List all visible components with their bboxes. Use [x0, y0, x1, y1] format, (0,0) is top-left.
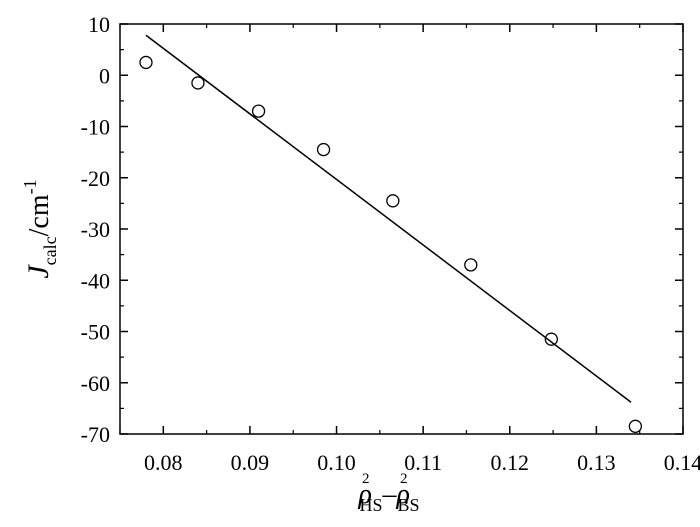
- x-label-rho-1: ρ: [358, 479, 372, 510]
- y-tick-label: 10: [88, 12, 110, 37]
- fit-line: [145, 34, 632, 403]
- fit-line-group: [145, 34, 632, 403]
- x-tick-label: 0.11: [404, 450, 442, 475]
- y-tick-label: -70: [81, 422, 110, 447]
- y-label-superscript: -1: [20, 179, 40, 194]
- y-tick-label: -40: [81, 268, 110, 293]
- data-point: [316, 142, 331, 157]
- data-point: [191, 76, 205, 90]
- y-tick-label: -10: [81, 115, 110, 140]
- x-label-sub-1: HS: [359, 495, 382, 515]
- data-point: [544, 332, 558, 346]
- x-tick-label: 0.14: [664, 450, 700, 475]
- x-tick-label: 0.13: [577, 450, 616, 475]
- x-tick-label: 0.12: [491, 450, 530, 475]
- x-tick-label: 0.08: [144, 450, 183, 475]
- x-label-sup-1: 2: [362, 471, 370, 487]
- y-tick-label: -60: [81, 371, 110, 396]
- y-axis-ticks: 10 0 -10 -20 -30 -40 -50 -60 -70: [81, 12, 683, 447]
- x-axis-ticks: 0.08 0.09 0.10 0.11 0.12 0.13 0.14: [119, 24, 700, 475]
- data-point: [386, 194, 400, 208]
- x-label-sup-2: 2: [400, 471, 408, 487]
- x-label-sub-2: BS: [397, 495, 419, 515]
- y-label-unit: /cm: [24, 194, 55, 236]
- y-label-subscript: calc: [40, 236, 60, 265]
- y-axis-label: Jcalc/cm-1: [20, 179, 60, 278]
- data-point: [628, 419, 643, 433]
- y-tick-label: -20: [81, 166, 110, 191]
- data-point: [464, 258, 478, 272]
- x-tick-label: 0.10: [317, 450, 356, 475]
- y-label-symbol: J: [22, 264, 55, 279]
- x-label-minus: –: [381, 479, 397, 510]
- x-tick-label: 0.09: [231, 450, 270, 475]
- data-point: [251, 104, 266, 118]
- data-points: [139, 55, 643, 433]
- y-tick-label: -30: [81, 217, 110, 242]
- x-axis-label: ρ2 HS–ρ2 BS: [358, 471, 420, 515]
- y-tick-label: -50: [81, 320, 110, 345]
- y-tick-label: 0: [99, 63, 110, 88]
- x-label-rho-2: ρ: [395, 479, 409, 510]
- data-point: [139, 55, 153, 70]
